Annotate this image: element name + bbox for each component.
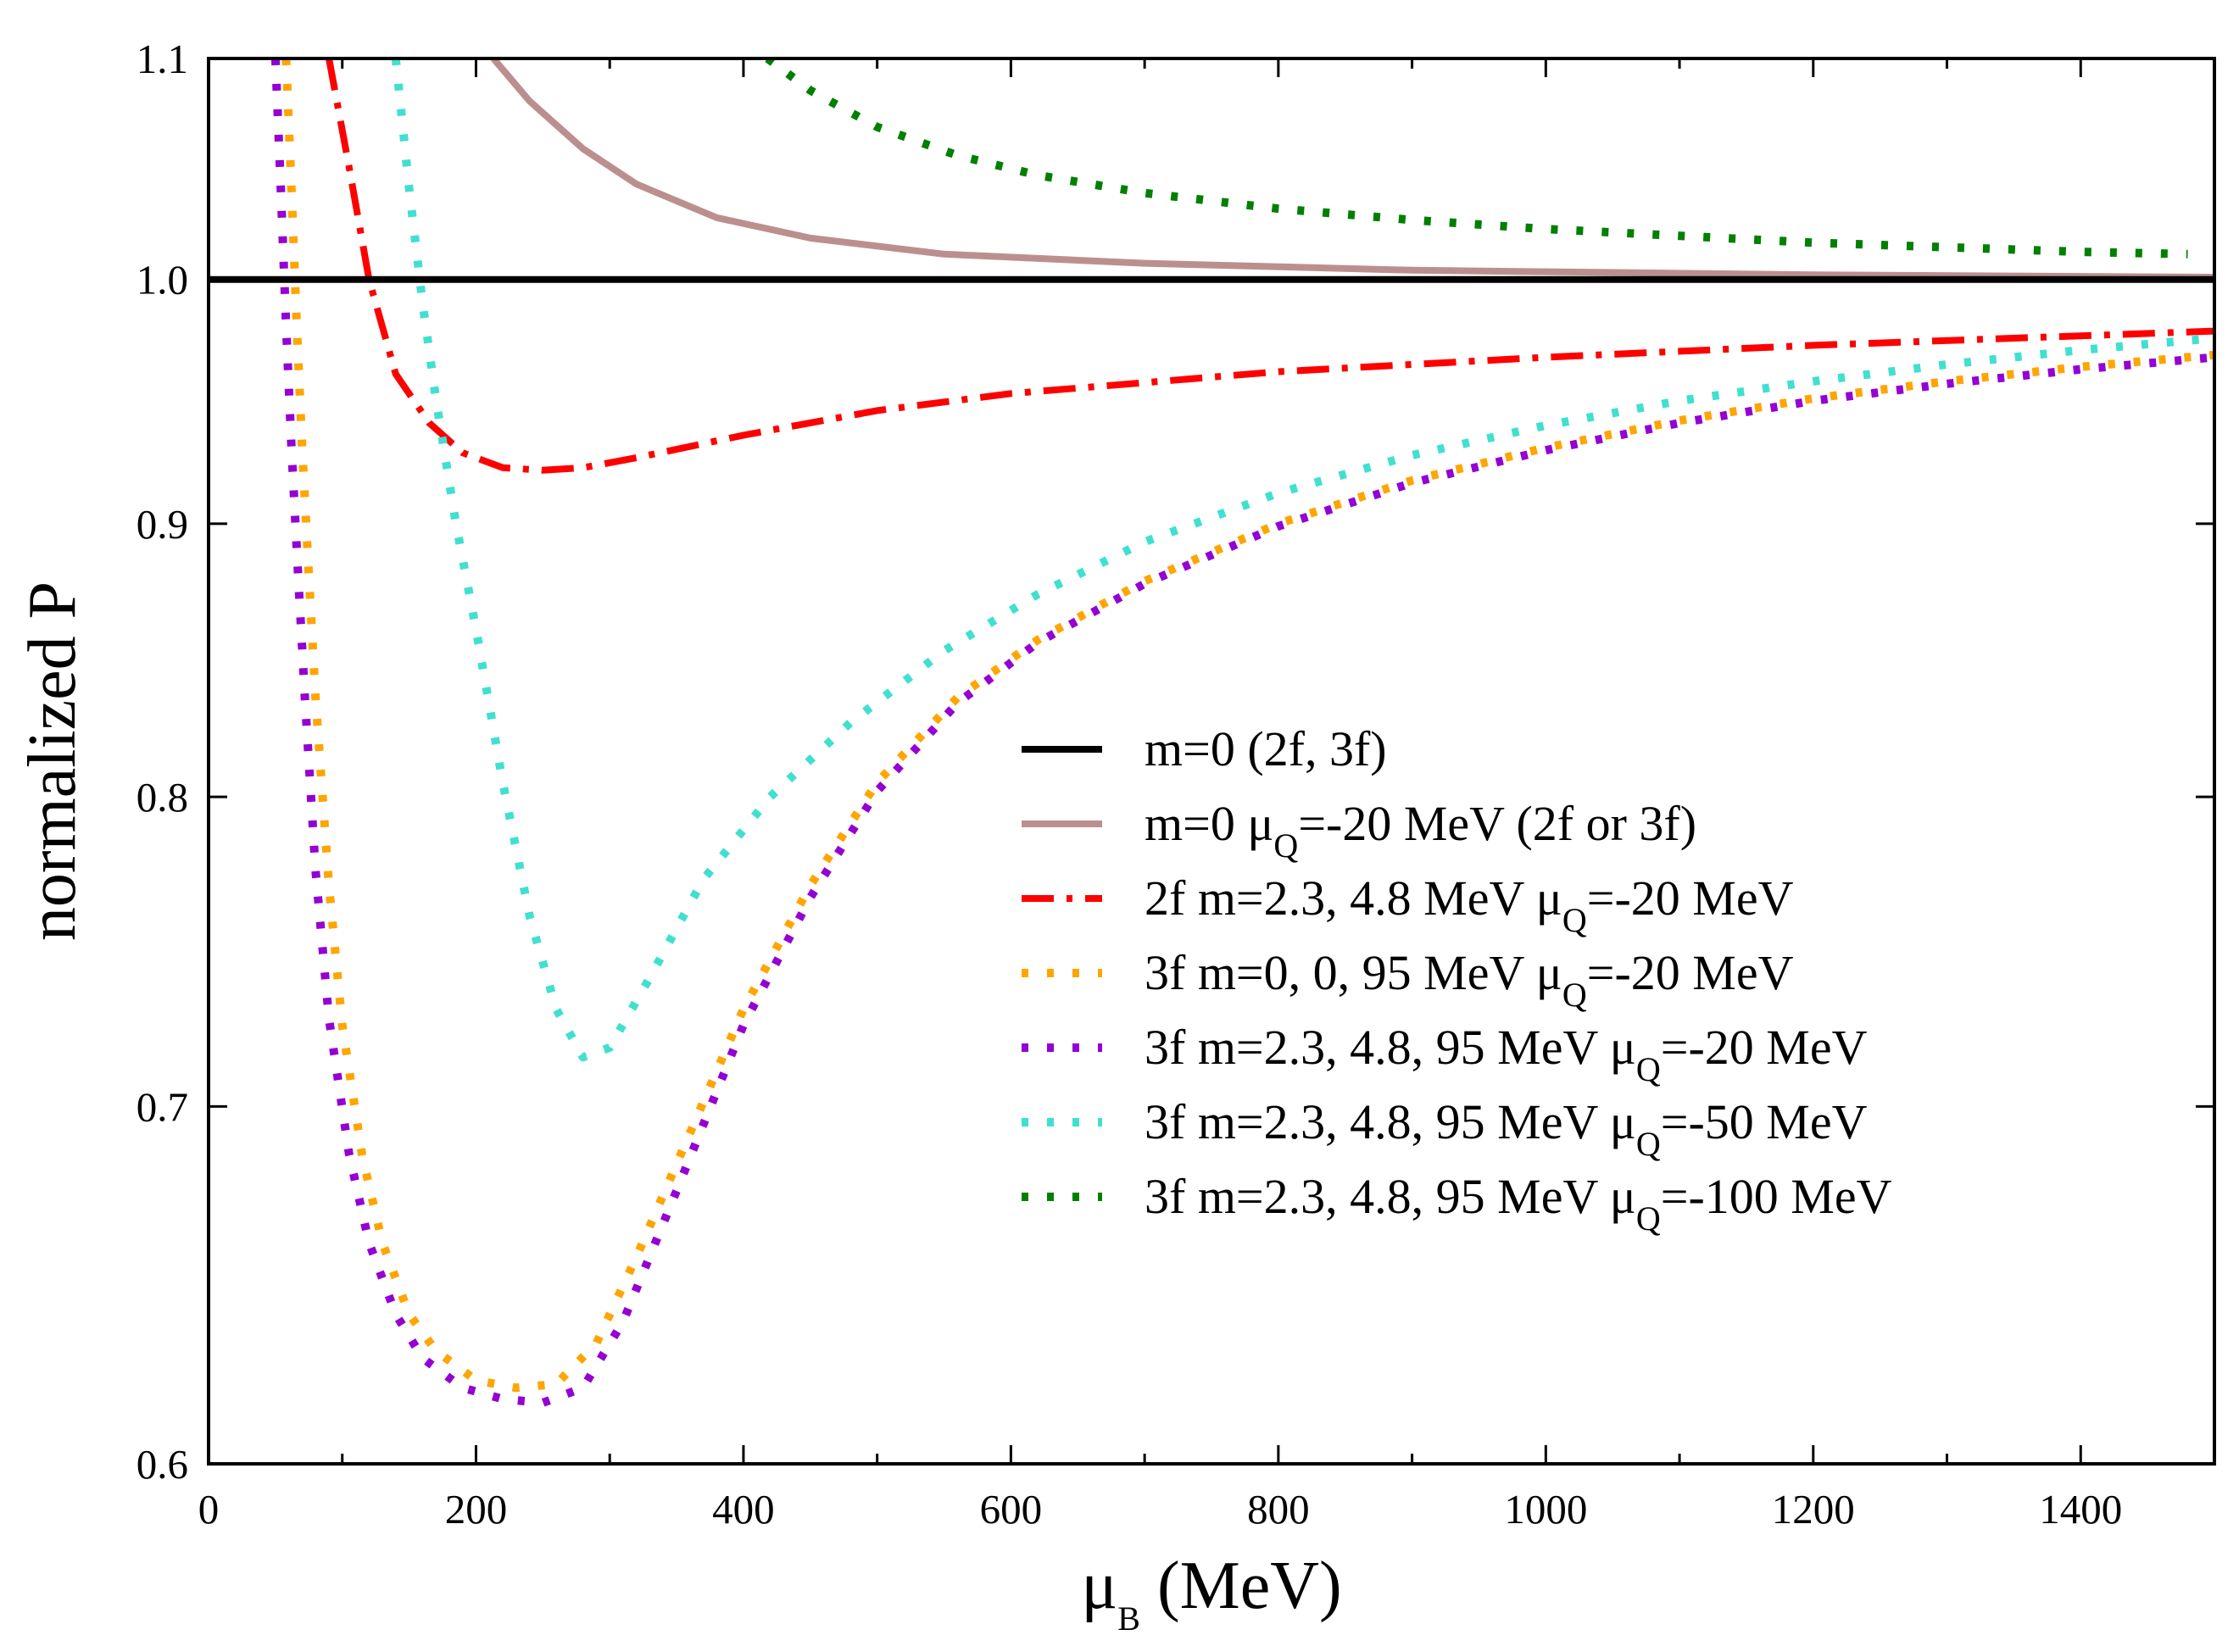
ticks-layer: 0 200 400 600 800 1000 1200 1400 0.6 0.7 0.8 0.9 1.0… — [136, 36, 2214, 1532]
x-axis-title: μB (MeV) — [1081, 1549, 1341, 1638]
legend-item: 3f m=2.3, 4.8, 95 MeV μQ=-20 MeV — [1022, 1020, 1868, 1088]
plot-area: 0 200 400 600 800 1000 1200 1400 0.6 0.7 0.8 0.9 1.0… — [136, 36, 2216, 1532]
y-axis-label: normalized P — [15, 581, 90, 941]
legend-label: 2f m=2.3, 4.8 MeV μQ=-20 MeV — [1145, 870, 1794, 939]
x-tick-label: 1000 — [1504, 1486, 1587, 1532]
series-line-6 — [765, 58, 2188, 259]
legend-item: 3f m=2.3, 4.8, 95 MeV μQ=-100 MeV — [1022, 1169, 1892, 1238]
legend-item: 2f m=2.3, 4.8 MeV μQ=-20 MeV — [1022, 870, 1794, 939]
y-tick-label: 0.8 — [136, 774, 188, 820]
legend-label: 3f m=0, 0, 95 MeV μQ=-20 MeV — [1145, 945, 1794, 1014]
legend: m=0 (2f, 3f) m=0 μQ=-20 MeV (2f or 3f)2f … — [1022, 721, 1892, 1238]
series-line-5 — [391, 58, 2214, 1062]
y-tick-label: 0.9 — [136, 501, 188, 548]
x-axis-label: μB (MeV) — [1081, 1549, 1341, 1638]
legend-label: 3f m=2.3, 4.8, 95 MeV μQ=-20 MeV — [1145, 1020, 1868, 1088]
legend-label: 3f m=2.3, 4.8, 95 MeV μQ=-100 MeV — [1145, 1169, 1892, 1238]
y-tick-label: 1.0 — [136, 257, 188, 303]
x-tick-label: 800 — [1247, 1486, 1310, 1532]
x-tick-label: 1200 — [1772, 1486, 1855, 1532]
series-line-2 — [326, 58, 2214, 474]
legend-item: 3f m=2.3, 4.8, 95 MeV μQ=-50 MeV — [1022, 1094, 1868, 1163]
x-tick-label: 0 — [198, 1486, 220, 1532]
series-layer — [209, 58, 2214, 1407]
legend-label: m=0 (2f, 3f) — [1145, 721, 1387, 776]
x-tick-label: 400 — [712, 1486, 775, 1532]
series-line-1 — [490, 58, 2214, 281]
legend-item: m=0 μQ=-20 MeV (2f or 3f) — [1022, 796, 1696, 865]
legend-item: 3f m=0, 0, 95 MeV μQ=-20 MeV — [1022, 945, 1794, 1014]
legend-label: 3f m=2.3, 4.8, 95 MeV μQ=-50 MeV — [1145, 1094, 1868, 1163]
y-tick-label: 0.7 — [136, 1083, 188, 1130]
series-line-4 — [270, 58, 2214, 1407]
x-tick-label: 600 — [980, 1486, 1043, 1532]
plot-frame — [207, 57, 2216, 1466]
y-tick-label: 0.6 — [136, 1441, 188, 1488]
x-tick-label: 1400 — [2039, 1486, 2122, 1532]
legend-item: m=0 (2f, 3f) — [1022, 721, 1387, 776]
x-tick-label: 200 — [445, 1486, 508, 1532]
legend-label: m=0 μQ=-20 MeV (2f or 3f) — [1145, 796, 1696, 865]
y-tick-label: 1.1 — [136, 36, 188, 82]
